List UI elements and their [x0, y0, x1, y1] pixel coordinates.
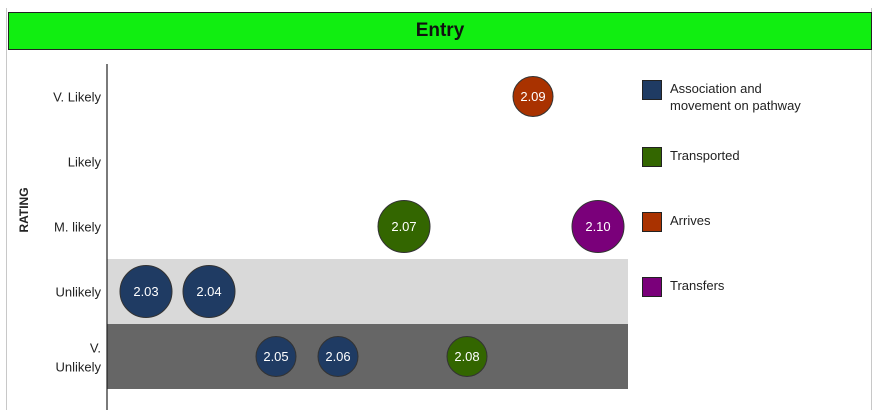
legend-label: Transfers	[670, 278, 725, 293]
point-marker	[255, 336, 297, 377]
legend-label: Transported	[670, 148, 740, 163]
point-marker	[182, 265, 236, 318]
legend-swatch	[642, 80, 662, 100]
point-marker	[571, 200, 625, 253]
legend-item: Arrives	[642, 212, 820, 232]
point-label: 2.08	[454, 349, 479, 364]
point-marker	[119, 265, 173, 318]
legend-item: Transfers	[642, 277, 820, 297]
y-tick-label: V. Unlikely	[55, 341, 101, 375]
y-tick-label: V. Likely	[53, 90, 101, 105]
point-label: 2.04	[196, 284, 221, 299]
legend-item: Association and movement on pathway	[642, 80, 820, 114]
y-tick-label: Unlikely	[55, 285, 101, 300]
legend-swatch	[642, 147, 662, 167]
point-marker	[377, 200, 431, 253]
point-label: 2.09	[520, 89, 545, 104]
point-label: 2.05	[263, 349, 288, 364]
point-marker	[446, 336, 488, 377]
point-label: 2.07	[391, 219, 416, 234]
chart-frame	[6, 8, 872, 410]
legend-label: Arrives	[670, 213, 711, 228]
band-v-unlikely	[107, 324, 628, 389]
legend-item: Transported	[642, 147, 820, 167]
point-label: 2.10	[585, 219, 610, 234]
point-marker	[317, 336, 359, 377]
chart-title: Entry	[8, 12, 872, 50]
point-label: 2.03	[133, 284, 158, 299]
point-marker	[512, 76, 554, 117]
y-tick-label: M. likely	[54, 220, 101, 235]
legend-swatch	[642, 277, 662, 297]
y-tick-label: Likely	[68, 155, 102, 170]
legend-label: Association and movement on pathway	[670, 81, 801, 113]
point-label: 2.06	[325, 349, 350, 364]
legend-swatch	[642, 212, 662, 232]
y-axis-title: RATING	[17, 187, 31, 232]
